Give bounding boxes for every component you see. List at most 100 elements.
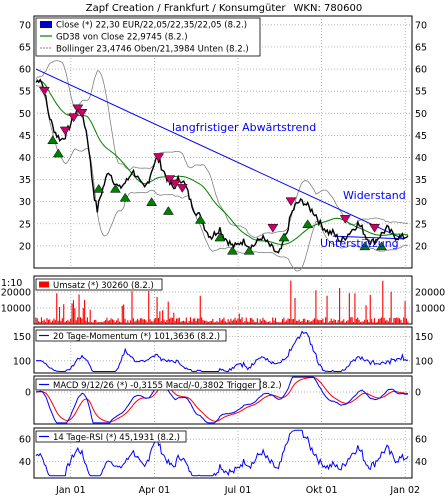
- rsi-y-tick-right: 40: [415, 457, 427, 468]
- volume-bar: [329, 321, 331, 324]
- volume-bar: [164, 322, 166, 324]
- sell-signal-marker: [176, 184, 188, 193]
- volume-bar: [325, 317, 327, 324]
- volume-bar: [343, 319, 345, 324]
- volume-bar: [265, 320, 267, 324]
- volume-bar: [369, 294, 371, 324]
- volume-bar: [380, 317, 382, 324]
- bollinger-lower-line: [35, 84, 409, 272]
- volume-bar: [98, 322, 100, 324]
- volume-bar: [209, 321, 211, 324]
- volume-bar: [396, 317, 398, 324]
- sell-signal-marker: [68, 113, 80, 123]
- chart-title: Zapf Creation / Frankfurt / Konsumgüter W…: [86, 3, 362, 14]
- volume-bar: [107, 320, 109, 324]
- volume-scale-label: 1:10: [1, 278, 22, 289]
- volume-bar: [267, 321, 270, 324]
- resistance-annotation: Widerstand: [343, 189, 406, 202]
- volume-bar: [227, 319, 229, 324]
- volume-bar: [230, 318, 232, 324]
- volume-bar: [149, 319, 151, 324]
- volume-bar: [216, 320, 218, 324]
- volume-bar: [235, 320, 238, 324]
- volume-bar: [334, 319, 336, 324]
- volume-bar: [383, 317, 385, 324]
- buy-signal-marker: [52, 148, 64, 158]
- volume-bar: [202, 320, 204, 324]
- volume-bar: [281, 319, 284, 324]
- x-tick-label: Jan 02: [389, 485, 420, 496]
- gd38-legend-label: GD38 von Close 22,9745 (8.2.): [56, 33, 188, 43]
- volume-bar: [357, 317, 359, 324]
- volume-bar: [72, 300, 75, 324]
- volume-bar: [113, 320, 115, 324]
- volume-bar: [64, 321, 66, 324]
- volume-bar: [251, 318, 253, 324]
- sell-signal-marker: [169, 179, 181, 189]
- volume-bar: [247, 321, 249, 324]
- price-frame: [33, 15, 413, 269]
- volume-bar: [352, 322, 355, 324]
- sell-signal-marker: [285, 197, 297, 207]
- volume-bar: [223, 317, 225, 324]
- price-y-tick-right: 20: [415, 241, 427, 252]
- volume-bar: [99, 321, 101, 324]
- volume-bar: [404, 301, 406, 324]
- volume-bar: [394, 318, 396, 324]
- volume-bar: [102, 322, 104, 324]
- price-y-tick-left: 50: [19, 109, 31, 120]
- sell-signal-marker: [153, 153, 165, 162]
- volume-bar: [42, 320, 44, 324]
- volume-bar: [177, 318, 179, 324]
- volume-bar: [58, 306, 61, 324]
- price-y-tick-right: 60: [415, 65, 427, 76]
- buy-signal-marker: [214, 232, 226, 242]
- volume-bar: [397, 317, 399, 324]
- buy-signal-marker: [146, 197, 158, 206]
- x-tick-label: Okt 01: [306, 485, 338, 496]
- volume-bar: [71, 303, 73, 324]
- volume-bar: [283, 317, 285, 324]
- volume-bar: [114, 322, 116, 324]
- volume-bar: [139, 318, 141, 324]
- price-y-tick-left: 55: [19, 87, 31, 98]
- volume-bar: [182, 320, 185, 324]
- volume-bar: [266, 322, 268, 324]
- buy-signal-marker: [93, 183, 105, 193]
- price-y-tick-right: 70: [415, 20, 427, 31]
- volume-bar: [344, 322, 346, 324]
- volume-bar: [255, 321, 257, 324]
- volume-bar: [373, 318, 375, 324]
- volume-bar: [277, 322, 279, 324]
- volume-bar: [333, 319, 335, 324]
- volume-bar: [366, 319, 369, 324]
- sell-signal-marker: [267, 223, 279, 233]
- volume-bar: [219, 318, 221, 324]
- volume-bar: [226, 322, 228, 324]
- volume-bar: [393, 317, 395, 324]
- volume-bar: [75, 320, 77, 324]
- volume-bar: [118, 321, 121, 324]
- momentum-legend-label: 20 Tage-Momentum (*) 101,3636 (8.2.): [53, 332, 220, 342]
- volume-bar: [368, 321, 370, 324]
- volume-bar: [327, 322, 330, 324]
- volume-bar: [319, 319, 321, 324]
- volume-bar: [234, 317, 236, 324]
- volume-bar: [354, 293, 356, 324]
- volume-bar: [378, 318, 380, 324]
- long-term-trendline: [35, 68, 405, 240]
- bollinger-legend-label: Bollinger 23,4746 Oben/21,3984 Unten (8.…: [56, 45, 249, 55]
- volume-bar: [60, 320, 62, 324]
- volume-bar: [347, 320, 349, 324]
- volume-bar: [180, 321, 182, 324]
- macd-y-tick-left: 0: [25, 388, 31, 399]
- volume-bar: [254, 322, 256, 324]
- volume-bar: [350, 317, 352, 324]
- volume-bar: [407, 321, 409, 324]
- price-y-tick-left: 45: [19, 131, 31, 142]
- volume-bar: [95, 319, 97, 324]
- volume-bar: [88, 321, 90, 324]
- volume-bar: [361, 321, 363, 324]
- price-y-tick-left: 60: [19, 65, 31, 76]
- price-legend-box: [35, 17, 261, 57]
